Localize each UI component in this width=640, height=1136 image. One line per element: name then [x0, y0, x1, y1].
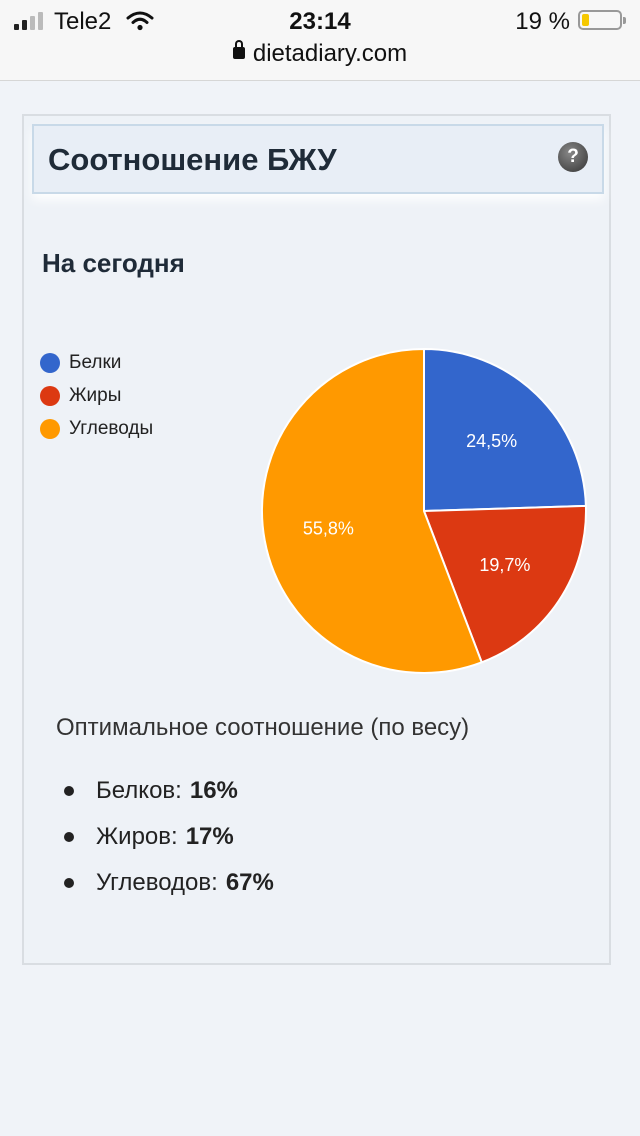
- optimal-label: Белков:: [96, 777, 182, 804]
- optimal-ratio-list: Белков: 16% Жиров: 17% Углеводов: 67%: [64, 768, 274, 906]
- macros-pie-chart: 24,5% 19,7% 55,8%: [261, 347, 587, 674]
- pie-slice-0: [423, 347, 587, 513]
- legend-dot: [40, 418, 60, 439]
- macros-panel: Соотношение БЖУ ? На сегодня Белки Жиры …: [22, 114, 611, 965]
- legend-label: Жиры: [69, 384, 122, 406]
- optimal-label: Углеводов:: [96, 869, 218, 896]
- question-icon[interactable]: ?: [558, 142, 588, 172]
- signal-strength-icon: [14, 12, 48, 30]
- wifi-icon: [126, 11, 154, 31]
- address-bar[interactable]: dietadiary.com: [0, 39, 640, 68]
- legend-item-protein: Белки: [40, 346, 153, 379]
- legend-item-fat: Жиры: [40, 379, 153, 412]
- section-subtitle: На сегодня: [42, 248, 185, 278]
- pie-label-1: 19,7%: [479, 555, 530, 575]
- pie-label-0: 24,5%: [466, 431, 517, 451]
- battery-percentage: 19 %: [515, 8, 570, 35]
- optimal-value: 17%: [185, 823, 234, 850]
- optimal-label: Жиров:: [96, 823, 178, 850]
- pie-slice-1: [422, 504, 587, 664]
- list-item: Жиров: 17%: [64, 814, 274, 860]
- pie-label-2: 55,8%: [303, 519, 354, 539]
- legend-label: Углеводы: [69, 417, 154, 439]
- legend-label: Белки: [69, 351, 122, 373]
- status-bar: Tele2 23:14 19 % dietadiary.com: [0, 0, 640, 81]
- pie-slice-2: [261, 347, 484, 674]
- panel-title: Соотношение БЖУ: [48, 142, 337, 177]
- url-text: dietadiary.com: [252, 40, 408, 67]
- legend-item-carbs: Углеводы: [40, 412, 153, 445]
- battery-level: [582, 14, 589, 26]
- bullet: [64, 832, 74, 842]
- legend-dot: [40, 352, 60, 373]
- clock: 23:14: [289, 8, 351, 35]
- list-item: Белков: 16%: [64, 768, 274, 814]
- optimal-value: 67%: [225, 869, 274, 896]
- carrier-name: Tele2: [54, 8, 112, 35]
- list-item: Углеводов: 67%: [64, 860, 274, 906]
- bullet: [64, 878, 74, 888]
- chart-legend: Белки Жиры Углеводы: [40, 346, 153, 445]
- legend-dot: [40, 385, 60, 406]
- battery-icon: [578, 10, 626, 30]
- lock-icon: [232, 39, 245, 59]
- optimal-value: 16%: [189, 777, 238, 804]
- bullet: [64, 786, 74, 796]
- panel-header: Соотношение БЖУ ?: [32, 124, 604, 194]
- optimal-ratio-title: Оптимальное соотношение (по весу): [56, 714, 470, 741]
